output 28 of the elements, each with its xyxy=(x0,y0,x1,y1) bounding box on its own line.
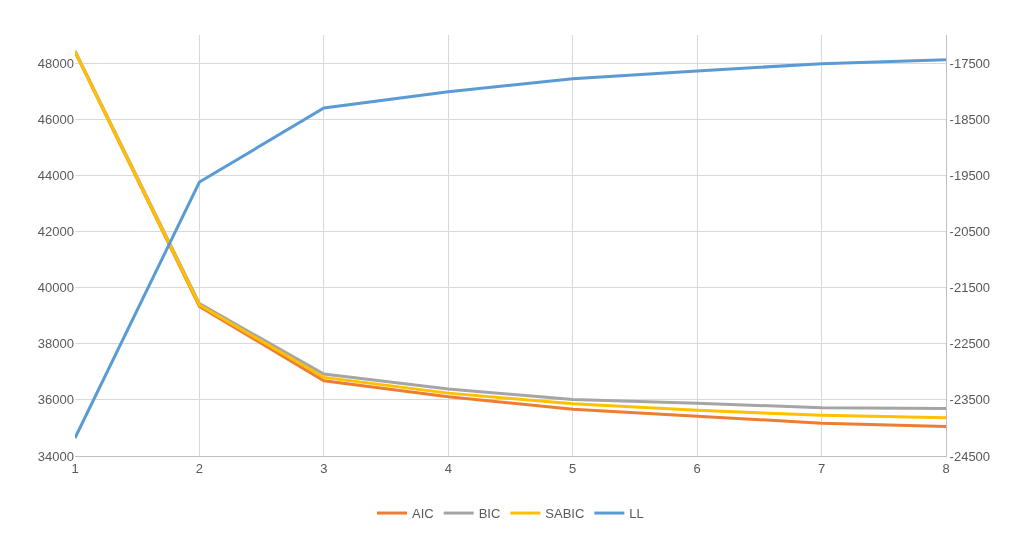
y-tick-label: 40000 xyxy=(37,280,74,296)
y-tick-label: 46000 xyxy=(37,111,74,127)
y-tick-label: 42000 xyxy=(37,224,74,240)
x-tick-label: 3 xyxy=(320,460,328,476)
y2-tick-label: -23500 xyxy=(949,392,991,408)
y2-tick-label: -17500 xyxy=(949,55,991,71)
y2-tick-label: -19500 xyxy=(949,167,991,183)
legend-label: LL xyxy=(629,506,644,522)
y-tick-label: 44000 xyxy=(37,167,74,183)
y-tick-label: 34000 xyxy=(37,448,74,464)
x-tick-label: 2 xyxy=(195,460,204,476)
y2-tick-label: -21500 xyxy=(949,280,991,296)
y-tick-label: 36000 xyxy=(37,392,74,408)
y2-tick-label: -24500 xyxy=(949,448,991,464)
x-tick-label: 8 xyxy=(942,460,950,476)
y-tick-label: 38000 xyxy=(37,336,74,352)
y2-tick-label: -18500 xyxy=(949,111,991,127)
x-tick-label: 6 xyxy=(693,460,701,476)
y-tick-label: 48000 xyxy=(37,55,74,71)
y2-tick-label: -20500 xyxy=(949,224,991,240)
legend-label: SABIC xyxy=(545,506,585,522)
x-tick-label: 7 xyxy=(817,460,826,476)
legend-label: AIC xyxy=(412,506,434,522)
x-tick-label: 4 xyxy=(444,460,452,476)
legend-label: BIC xyxy=(478,506,501,522)
y2-tick-label: -22500 xyxy=(949,336,991,352)
x-tick-label: 1 xyxy=(71,460,79,476)
x-tick-label: 5 xyxy=(569,460,577,476)
